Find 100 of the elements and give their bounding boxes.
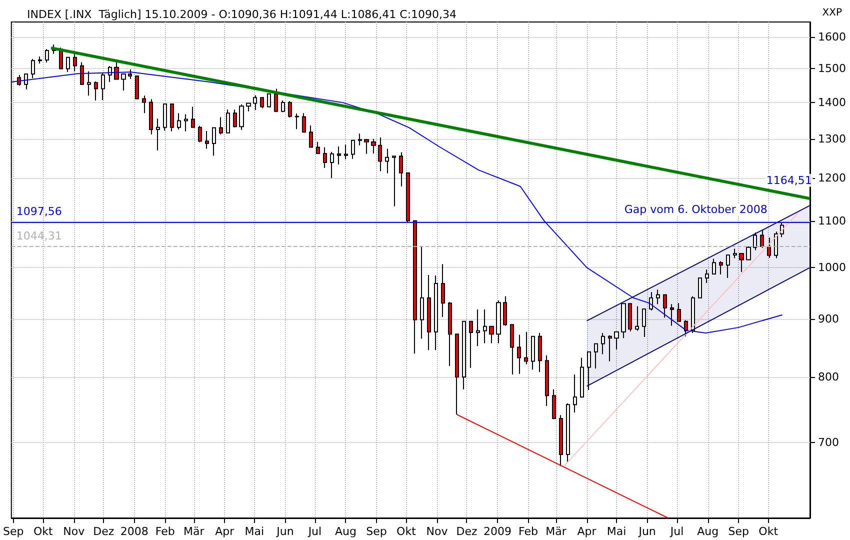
candlestick [45, 48, 49, 64]
candlestick [351, 140, 355, 160]
candlestick [483, 308, 487, 344]
x-tick-label: Jul [307, 525, 322, 538]
candlestick [94, 80, 98, 101]
candlestick [253, 94, 257, 110]
candlestick [608, 334, 612, 362]
x-tick-label: Jun [276, 525, 294, 538]
text: XXP [822, 8, 842, 18]
candlestick [552, 388, 556, 420]
x-tick-label: Jul [669, 525, 684, 538]
x-tick-label: Aug [334, 525, 356, 538]
x-tick-label: Apr [215, 525, 235, 538]
candlestick [587, 351, 591, 390]
annotation: 1164,51 [766, 174, 812, 187]
candlestick [434, 274, 438, 351]
candlestick [503, 296, 507, 326]
candlestick [128, 68, 132, 80]
candlestick [594, 343, 598, 369]
candlestick [219, 116, 223, 135]
candlestick [323, 146, 327, 169]
candlestick [114, 60, 119, 80]
candlestick [733, 248, 737, 259]
candlestick [205, 130, 209, 150]
candlestick [316, 141, 320, 154]
y-tick-label: 1300 [818, 132, 846, 146]
candlestick [663, 294, 667, 318]
candlestick [705, 269, 709, 284]
candlestick [760, 229, 764, 248]
candlestick [135, 75, 139, 100]
candlestick [719, 260, 723, 275]
ref-line-label: 1097,56 [16, 204, 62, 218]
candlestick [337, 146, 341, 165]
candlestick [163, 103, 167, 132]
y-tick-label: 800 [818, 370, 839, 384]
candlestick [531, 335, 535, 370]
candlestick [420, 246, 424, 340]
candlestick [691, 296, 695, 334]
candlestick [399, 152, 403, 187]
candlestick [281, 100, 285, 113]
candlestick [746, 246, 751, 260]
x-tick-label: Okt [758, 525, 779, 538]
x-tick-label: Nov [426, 525, 448, 538]
x-tick-label: Aug [697, 525, 719, 538]
candlestick [260, 96, 264, 109]
annotation: Gap vom 6. Oktober 2008 [624, 202, 768, 216]
candlestick [580, 357, 584, 398]
x-tick-label: Mai [606, 525, 626, 538]
x-tick-label: 2009 [483, 525, 512, 538]
x-tick-label: Jun [638, 525, 656, 538]
candlestick [184, 114, 188, 132]
x-tick-label: Feb [155, 525, 175, 538]
ref-line-label: 1044,31 [16, 229, 62, 242]
candlestick [212, 127, 216, 156]
candlestick [635, 306, 639, 332]
x-tick-label: Dez [93, 525, 114, 538]
candlestick [656, 289, 660, 305]
candlestick [344, 144, 348, 160]
candlestick [767, 237, 771, 258]
candlestick [226, 109, 230, 134]
candlestick [753, 232, 757, 251]
x-tick-label: Dez [456, 525, 478, 538]
candlestick [80, 62, 84, 86]
candlestick [170, 103, 174, 132]
candlestick [385, 148, 389, 174]
candlestick [726, 254, 730, 278]
candlestick [156, 118, 160, 151]
candlestick [524, 331, 528, 365]
candlestick [601, 332, 605, 355]
candlestick [614, 331, 619, 350]
x-tick-label: Mär [546, 525, 567, 538]
y-tick-label: 900 [818, 312, 839, 326]
candlestick [462, 320, 466, 390]
candlestick [469, 320, 473, 368]
candlestick [233, 109, 237, 128]
candlestick [649, 292, 653, 312]
candlestick [246, 102, 251, 112]
candlestick [739, 253, 744, 272]
candlestick [288, 100, 292, 118]
candlestick [489, 326, 494, 344]
candlestick [31, 58, 35, 79]
chart-title: INDEX [.INX Täglich] 15.10.2009 - O:1090,36 H:1091,44 L:1086,41 C:1090,34 [27, 8, 457, 21]
candlestick [142, 95, 146, 114]
y-tick-label: 1500 [818, 62, 846, 76]
candlestick [73, 52, 77, 72]
candlestick [108, 66, 112, 82]
candlestick [427, 274, 431, 351]
candlestick [121, 73, 126, 91]
candlestick [670, 304, 674, 326]
x-tick-label: Sep [3, 525, 24, 538]
candlestick [677, 302, 681, 322]
candlestick [441, 264, 445, 318]
x-tick-label: Apr [577, 525, 597, 538]
candlestick [698, 276, 702, 298]
candlestick [371, 138, 376, 154]
candlestick [406, 172, 410, 223]
x-tick-label: Mai [244, 525, 264, 538]
candlestick [239, 104, 244, 130]
x-tick-label: Sep [366, 525, 387, 538]
candlestick [191, 106, 195, 128]
